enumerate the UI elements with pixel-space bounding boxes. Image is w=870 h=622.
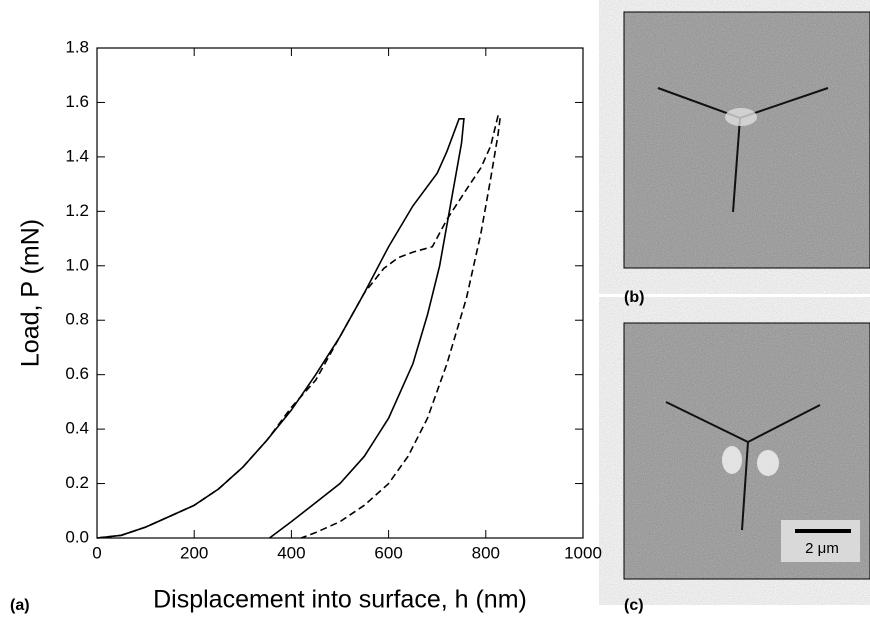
y-tick-label: 1.0 (65, 255, 89, 274)
y-tick-label: 1.2 (65, 201, 89, 220)
y-axis-label: Load, P (mN) (17, 219, 45, 367)
y-tick-label: 0.6 (65, 364, 89, 383)
y-tick-label: 0.4 (65, 419, 89, 438)
y-tick-label: 1.4 (65, 146, 89, 165)
x-tick-label: 200 (180, 543, 208, 562)
y-tick-label: 0.2 (65, 473, 89, 492)
y-tick-label: 1.6 (65, 92, 89, 111)
x-tick-label: 0 (92, 543, 101, 562)
plot-frame (96, 47, 584, 539)
x-tick-label: 400 (277, 543, 305, 562)
panel-label: (c) (624, 597, 644, 614)
x-tick-label: 600 (374, 543, 402, 562)
curve (96, 115, 502, 539)
x-tick-label: 1000 (564, 543, 602, 562)
y-tick-label: 1.8 (65, 37, 89, 56)
panel-label: (b) (624, 289, 644, 306)
panel-label: (a) (10, 597, 30, 614)
y-tick-label: 0.8 (65, 310, 89, 329)
x-axis-label: Displacement into surface, h (nm) (153, 586, 527, 614)
y-tick-label: 0.0 (65, 527, 89, 546)
micrograph-c: 2 μm (623, 322, 870, 580)
micrograph-b (623, 11, 870, 269)
curve (96, 117, 465, 539)
scale-bar-label: 2 μm (805, 540, 839, 557)
x-tick-label: 800 (472, 543, 500, 562)
